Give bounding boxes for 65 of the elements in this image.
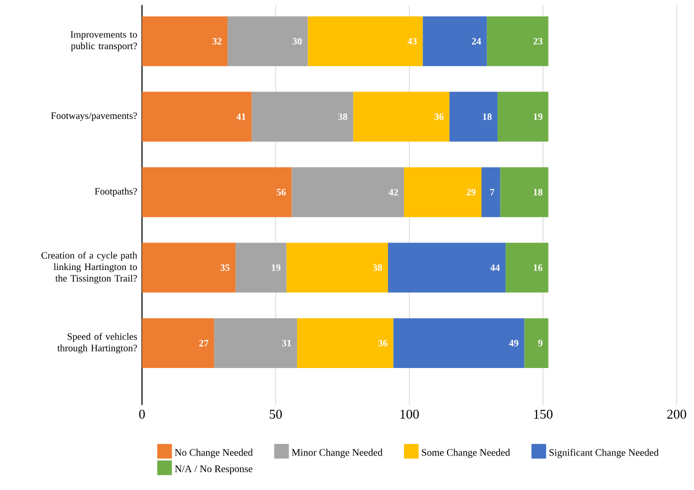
data-label: 38 xyxy=(338,113,348,120)
x-tick-label: 150 xyxy=(534,410,552,419)
legend-label: N/A / No Response xyxy=(174,465,252,474)
data-label: 9 xyxy=(538,340,542,346)
data-label: 31 xyxy=(282,340,291,346)
bar xyxy=(142,242,236,293)
legend-label: Some Change Needed xyxy=(422,448,510,458)
data-label: 49 xyxy=(509,340,518,346)
bar xyxy=(524,318,548,368)
bar xyxy=(142,318,214,368)
y-tick-label: Creation of a cycle path linking Hartington to the Tissington Trail? xyxy=(41,252,138,284)
data-label: 44 xyxy=(490,264,500,271)
legend-label: Significant Change Needed xyxy=(549,448,659,458)
data-label: 18 xyxy=(534,188,542,196)
x-tick-label: 100 xyxy=(400,410,419,419)
y-tick-label: Speed of vehicles through Hartington? xyxy=(57,332,137,354)
data-label: 7 xyxy=(490,188,494,196)
x-tick-label: 200 xyxy=(667,410,686,419)
data-label: 19 xyxy=(272,264,280,271)
data-label: 16 xyxy=(534,264,542,271)
data-label: 30 xyxy=(292,38,302,45)
data-label: 29 xyxy=(466,188,476,196)
bar xyxy=(388,242,506,293)
bar xyxy=(449,92,498,142)
bar xyxy=(422,16,487,66)
legend-label: No Change Needed xyxy=(174,448,253,458)
legend-label: Minor Change Needed xyxy=(292,448,382,458)
bar xyxy=(500,167,548,218)
y-tick-label: Footways/pavements? xyxy=(51,112,137,121)
bar xyxy=(404,167,482,218)
bar xyxy=(297,318,394,368)
data-label: 27 xyxy=(199,340,208,346)
bar xyxy=(252,92,354,142)
bar xyxy=(292,167,404,218)
bar xyxy=(353,92,450,142)
data-label: 56 xyxy=(276,188,286,196)
bar xyxy=(393,318,524,368)
data-label: 32 xyxy=(212,38,222,45)
bar xyxy=(142,92,252,142)
x-tick-label: 50 xyxy=(270,410,282,419)
bar xyxy=(482,167,500,218)
data-label: 24 xyxy=(472,38,482,44)
bar xyxy=(214,318,298,368)
bar xyxy=(506,242,548,293)
x-tick-label: 0 xyxy=(139,410,145,419)
data-label: 43 xyxy=(407,38,417,45)
bar xyxy=(142,167,292,218)
bar xyxy=(498,92,548,142)
bar xyxy=(308,16,423,66)
bar xyxy=(286,242,388,293)
data-label: 23 xyxy=(533,38,542,45)
data-label: 41 xyxy=(236,113,246,120)
y-tick-label: Improvements to public transport? xyxy=(70,31,137,52)
bar xyxy=(142,16,228,66)
bar xyxy=(236,242,286,293)
bar xyxy=(228,16,308,66)
data-label: 19 xyxy=(534,113,542,120)
bar xyxy=(486,16,548,66)
data-label: 42 xyxy=(388,188,398,196)
y-tick-label: Footpaths? xyxy=(94,188,137,197)
data-label: 36 xyxy=(434,113,444,120)
data-label: 38 xyxy=(372,264,382,271)
data-label: 35 xyxy=(220,264,230,271)
data-label: 18 xyxy=(482,113,492,120)
data-label: 36 xyxy=(378,340,388,346)
